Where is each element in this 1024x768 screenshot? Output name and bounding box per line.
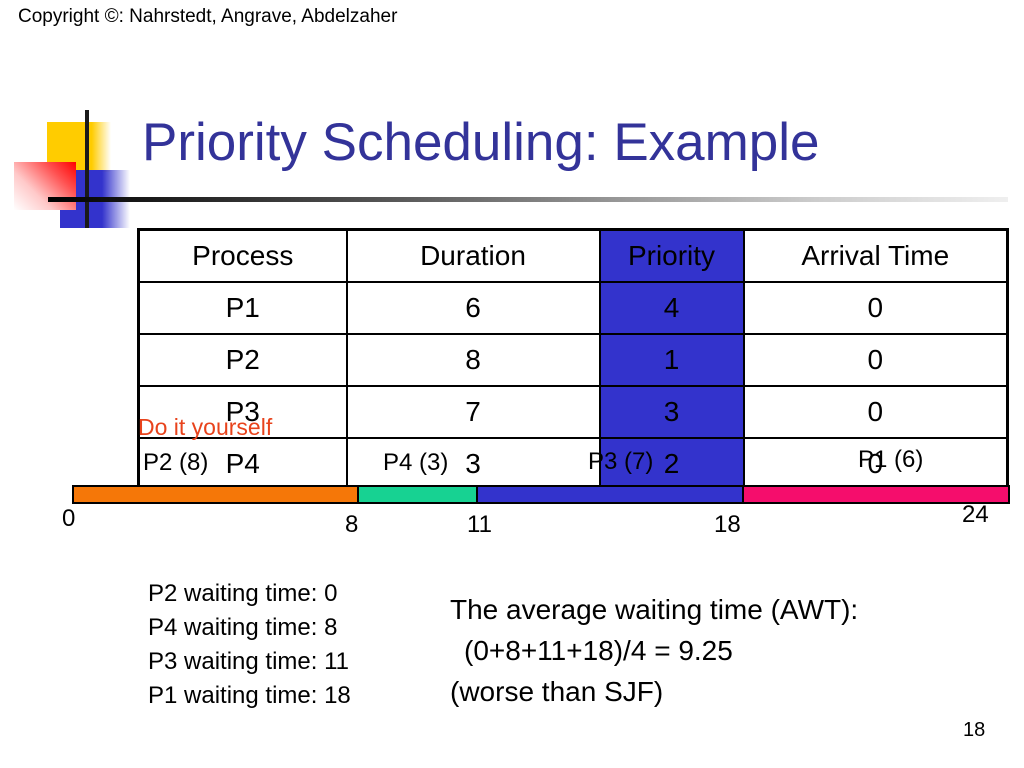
logo-vertical-line <box>85 110 89 228</box>
axis-tick-0: 0 <box>62 505 76 532</box>
awt-line-2: (0+8+11+18)/4 = 9.25 <box>464 635 733 666</box>
col-header-priority: Priority <box>598 228 745 283</box>
logo-red-square <box>14 162 76 210</box>
col-header-process: Process <box>137 228 348 283</box>
cell-process: P2 <box>137 333 348 387</box>
gantt-segment-p2 <box>74 487 359 502</box>
axis-tick-18: 18 <box>714 511 741 538</box>
axis-tick-8: 8 <box>345 511 359 538</box>
cell-priority: 3 <box>598 385 745 439</box>
cell-process: P4 <box>137 437 348 492</box>
gantt-segment-p4 <box>359 487 478 502</box>
awt-line-3: (worse than SJF) <box>450 676 664 707</box>
gantt-label-p4: P4 (3) <box>383 449 449 476</box>
awt-line-1: The average waiting time (AWT): <box>450 594 859 625</box>
col-header-duration: Duration <box>345 228 601 283</box>
table-row-p1: P1 6 4 0 <box>137 281 1009 335</box>
cell-arrival: 0 <box>742 281 1009 335</box>
slide-title: Priority Scheduling: Example <box>142 113 820 172</box>
waiting-time-line-p2: P2 waiting time: 0 <box>148 580 338 607</box>
copyright-text: Copyright ©: Nahrstedt, Angrave, Abdelza… <box>18 6 398 27</box>
cell-process: P3 <box>137 385 348 439</box>
gantt-segment-p1 <box>744 487 1008 502</box>
page-number: 18 <box>963 719 986 741</box>
cell-arrival: 0 <box>742 333 1009 387</box>
cell-duration: 7 <box>345 385 601 439</box>
waiting-time-line-p4: P4 waiting time: 8 <box>148 614 338 641</box>
gantt-label-p3: P3 (7) <box>588 448 654 475</box>
gantt-bar <box>72 485 1010 504</box>
cell-priority: 1 <box>598 333 745 387</box>
cell-arrival: 0 <box>742 385 1009 439</box>
gantt-segment-p3 <box>478 487 744 502</box>
cell-priority: 4 <box>598 281 745 335</box>
waiting-time-line-p1: P1 waiting time: 18 <box>148 682 351 709</box>
table-row-p3: P3 7 3 0 <box>137 385 1009 439</box>
cell-process: P1 <box>137 281 348 335</box>
gantt-label-p1: P1 (6) <box>858 446 924 473</box>
title-underline <box>48 197 1008 202</box>
cell-duration: 6 <box>345 281 601 335</box>
do-it-yourself-note: Do it yourself <box>138 414 273 440</box>
col-header-arrival-time: Arrival Time <box>742 228 1009 283</box>
axis-tick-24: 24 <box>962 501 989 528</box>
table-header-row: Process Duration Priority Arrival Time <box>137 228 1009 283</box>
gantt-label-p2: P2 (8) <box>143 449 209 476</box>
waiting-time-line-p3: P3 waiting time: 11 <box>148 648 349 675</box>
waiting-times-block: P2 waiting time: 0 P4 waiting time: 8 P3… <box>148 577 351 713</box>
table-row-p2: P2 8 1 0 <box>137 333 1009 387</box>
cell-duration: 8 <box>345 333 601 387</box>
process-table: Process Duration Priority Arrival Time P… <box>137 228 1009 492</box>
awt-block: The average waiting time (AWT): (0+8+11+… <box>450 589 858 712</box>
axis-tick-11: 11 <box>467 511 492 538</box>
